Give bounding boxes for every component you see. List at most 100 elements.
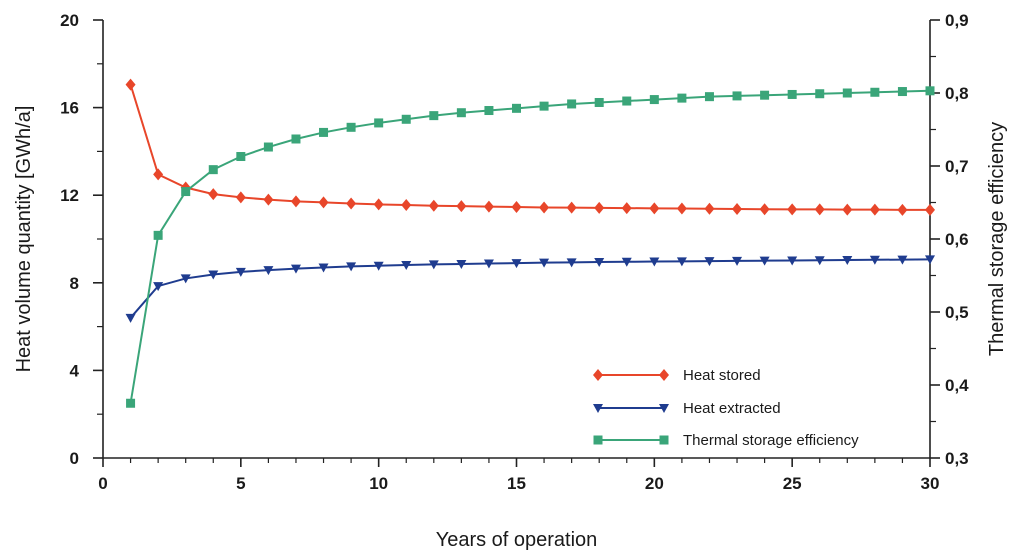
data-point: [428, 199, 439, 212]
legend-item: Heat stored: [593, 367, 761, 384]
data-point: [869, 203, 880, 216]
data-point: [153, 282, 164, 292]
x-tick-label: 30: [921, 474, 940, 493]
data-point: [456, 259, 467, 269]
data-point: [180, 274, 191, 284]
data-point: [649, 95, 659, 105]
data-point: [567, 99, 577, 109]
data-point: [649, 257, 660, 267]
data-point: [787, 89, 797, 99]
data-point: [483, 259, 494, 269]
data-point: [290, 195, 301, 208]
data-point: [814, 256, 825, 266]
data-point: [621, 202, 632, 215]
data-point: [842, 203, 853, 216]
series-thermal-storage-efficiency: [126, 86, 935, 408]
data-point: [622, 96, 632, 106]
y-right-tick-label: 0,6: [945, 230, 969, 249]
data-point: [153, 168, 164, 181]
legend-marker: [593, 369, 603, 381]
legend-label: Thermal storage efficiency: [683, 432, 859, 449]
data-point: [263, 142, 273, 152]
data-point: [263, 193, 274, 206]
x-tick-label: 5: [236, 474, 245, 493]
data-point: [594, 97, 604, 107]
legend-marker: [659, 369, 669, 381]
data-point: [401, 114, 411, 124]
data-point: [126, 398, 136, 408]
data-point: [401, 199, 412, 212]
y-left-tick-label: 20: [60, 11, 79, 30]
legend-item: Thermal storage efficiency: [593, 432, 859, 449]
data-point: [815, 89, 825, 99]
data-point: [787, 256, 798, 266]
data-point: [512, 103, 521, 113]
data-point: [511, 259, 522, 269]
x-tick-label: 20: [645, 474, 664, 493]
data-point: [428, 260, 439, 270]
data-point: [319, 127, 329, 137]
data-point: [732, 256, 743, 266]
data-point: [429, 111, 439, 121]
x-tick-label: 10: [369, 474, 388, 493]
data-point: [511, 201, 522, 214]
x-tick-label: 0: [98, 474, 107, 493]
data-point: [539, 201, 550, 214]
data-point: [842, 256, 853, 266]
x-tick-label: 25: [783, 474, 802, 493]
data-point: [153, 230, 163, 240]
data-point: [897, 255, 908, 265]
data-point: [897, 87, 907, 97]
data-point: [870, 87, 880, 97]
data-point: [897, 203, 908, 216]
data-point: [235, 267, 246, 277]
data-point: [594, 257, 605, 267]
y-right-tick-label: 0,7: [945, 157, 969, 176]
y-right-tick-label: 0,4: [945, 376, 969, 395]
data-point: [760, 90, 770, 100]
data-point: [925, 255, 935, 265]
legend: Heat stored Heat extracted Thermal storage…: [593, 367, 859, 449]
y-left-tick-label: 12: [60, 186, 79, 205]
series-layer: [125, 78, 935, 408]
data-point: [814, 203, 825, 216]
legend-marker: [593, 404, 603, 413]
y-left-tick-label: 16: [60, 99, 79, 118]
data-point: [484, 106, 494, 116]
legend-label: Heat stored: [683, 367, 761, 384]
data-point: [125, 78, 136, 91]
y-left-tick-label: 8: [70, 274, 79, 293]
y-right-tick-label: 0,5: [945, 303, 969, 322]
y-axis-right-title: Thermal storage efficiency: [986, 122, 1008, 356]
data-point: [925, 86, 935, 96]
y-right-tick-label: 0,9: [945, 11, 969, 30]
data-point: [787, 203, 798, 216]
data-point: [621, 257, 632, 267]
data-point: [566, 201, 577, 214]
data-point: [676, 257, 687, 267]
data-point: [318, 263, 329, 273]
data-point: [208, 188, 219, 201]
data-point: [456, 200, 467, 213]
data-point: [208, 270, 219, 280]
axes: 0 5 10 15 20 25 30 0 4 8 12 16 20 0,3 0,4 0,5 0,6 0,7 0,8 0…: [60, 11, 969, 493]
data-point: [676, 202, 687, 215]
y-axis-left-title: Heat volume quantity [GWh/a]: [13, 106, 35, 373]
data-point: [346, 262, 357, 272]
data-point: [373, 261, 384, 271]
data-point: [759, 256, 770, 266]
y-right-tick-label: 0,3: [945, 449, 969, 468]
data-point: [704, 202, 715, 215]
data-point: [759, 203, 770, 216]
series-line: [129, 89, 931, 404]
data-point: [677, 93, 687, 103]
legend-marker: [659, 435, 669, 445]
data-point: [649, 202, 660, 215]
series-line: [129, 258, 931, 319]
data-point: [483, 200, 494, 213]
data-point: [401, 261, 412, 271]
data-point: [290, 264, 301, 274]
data-point: [732, 91, 742, 101]
